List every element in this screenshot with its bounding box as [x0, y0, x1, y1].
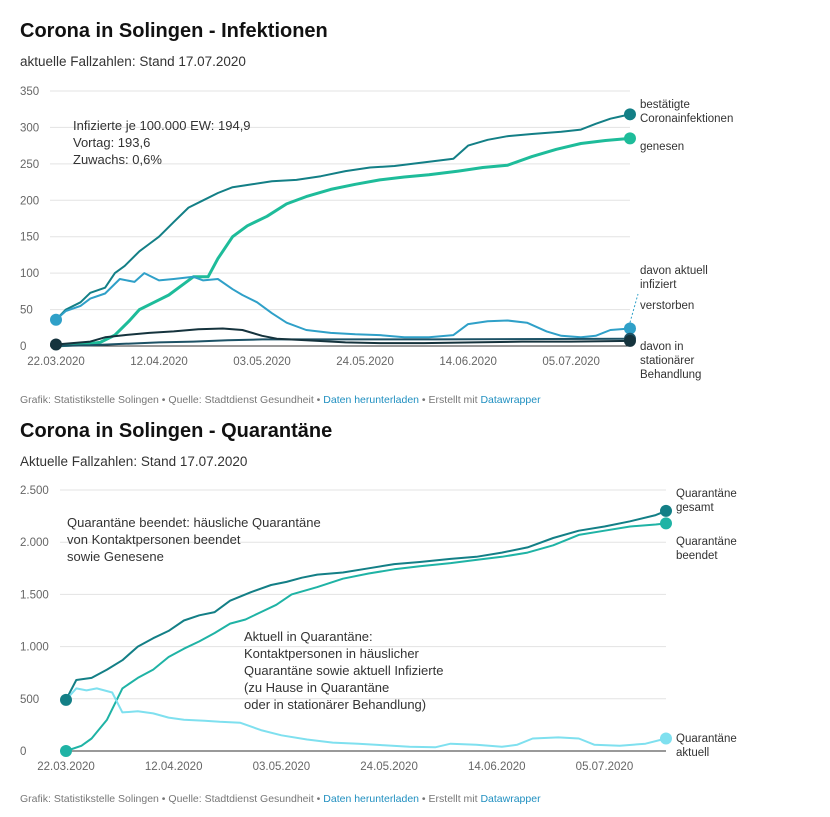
chart1-label-leader — [629, 293, 639, 323]
chart2-series-label-1: Quarantäne beendet — [676, 536, 737, 562]
chart2-ytick-label: 0 — [20, 746, 26, 758]
chart1-series-start-dot-2 — [50, 313, 62, 326]
chart2-footer: Grafik: Statistikstelle Solingen • Quell… — [20, 793, 541, 805]
chart1-series-line-2 — [55, 272, 631, 339]
chart1-series-label-1: genesen — [640, 141, 684, 153]
chart1-title: Corona in Solingen - Infektionen — [20, 20, 328, 42]
chart1-ytick-label: 250 — [20, 159, 39, 171]
chart1-ytick-label: 50 — [20, 305, 33, 317]
chart1-series-end-dot-0 — [624, 108, 636, 121]
chart2-ytick-label: 1.000 — [20, 642, 49, 654]
chart1-footer: Grafik: Statistikstelle Solingen • Quell… — [20, 394, 541, 406]
chart1-series-label-3: verstorben — [640, 300, 694, 312]
chart1-subtitle: aktuelle Fallzahlen: Stand 17.07.2020 — [20, 54, 246, 69]
chart2-xtick-label: 03.05.2020 — [253, 761, 311, 773]
chart1-download-link[interactable]: Daten herunterladen — [323, 394, 420, 406]
chart1-ytick-label: 300 — [20, 122, 39, 134]
chart2-series-label-2: Quarantäne aktuell — [676, 733, 737, 759]
chart1-annotation-0: Infizierte je 100.000 EW: 194,9 Vortag: 1… — [73, 118, 251, 167]
chart2-ytick-label: 500 — [20, 694, 39, 706]
chart2-xtick-label: 05.07.2020 — [576, 761, 634, 773]
chart2-footer-created: • Erstellt mit — [419, 793, 481, 805]
chart2-series-end-dot-2 — [660, 732, 672, 745]
chart2-series-start-dot-0 — [60, 693, 72, 706]
chart2-series-end-dot-1 — [660, 517, 672, 530]
chart1-xtick-label: 14.06.2020 — [439, 356, 497, 368]
chart2-xtick-label: 14.06.2020 — [468, 761, 526, 773]
chart2-xtick-label: 22.03.2020 — [37, 761, 95, 773]
chart1-plot: 0 50 100 150 200 250 300 350 22.03.2020 12.04.202… — [20, 86, 733, 381]
chart2-title: Corona in Solingen - Quarantäne — [20, 420, 333, 442]
chart1-series-label-2: davon aktuell infiziert — [640, 265, 708, 291]
chart2-annotation-1: Aktuell in Quarantäne: Kontaktpersonen in… — [244, 629, 443, 712]
chart1-xtick-label: 03.05.2020 — [233, 356, 291, 368]
chart2-annotation-0: Quarantäne beendet: häusliche Quarantäne… — [67, 515, 321, 564]
chart2-subtitle: Aktuelle Fallzahlen: Stand 17.07.2020 — [20, 454, 248, 469]
chart1-series-label-4: davon in stationärer Behandlung — [640, 341, 701, 381]
chart2-xtick-label: 24.05.2020 — [360, 761, 418, 773]
chart2-ytick-label: 2.000 — [20, 537, 49, 549]
chart2-series-line-2 — [65, 687, 667, 749]
chart2-series-start-dot-1 — [60, 745, 72, 757]
chart1-footer-source: Grafik: Statistikstelle Solingen • Quell… — [20, 394, 324, 406]
chart1-series-end-dot-2 — [624, 322, 636, 335]
chart1-ytick-label: 350 — [20, 86, 39, 98]
chart1-series-line-3 — [55, 337, 631, 347]
chart2-xtick-label: 12.04.2020 — [145, 761, 203, 773]
chart1-ytick-label: 200 — [20, 195, 39, 207]
chart1-ytick-label: 0 — [20, 341, 26, 353]
chart2-datawrapper-link[interactable]: Datawrapper — [480, 793, 541, 805]
chart1-xtick-label: 22.03.2020 — [27, 356, 85, 368]
chart1-series-end-dot-4 — [624, 334, 636, 347]
chart1-xtick-label: 12.04.2020 — [130, 356, 188, 368]
chart2-footer-source: Grafik: Statistikstelle Solingen • Quell… — [20, 793, 324, 805]
chart2-series-label-0: Quarantäne gesamt — [676, 488, 737, 514]
chart2-series-line-0 — [65, 509, 667, 701]
chart2-plot: 0 500 1.000 1.500 2.000 2.500 22.03.2020 12.04.… — [20, 485, 737, 773]
chart1-ytick-label: 150 — [20, 232, 39, 244]
chart1-series-line-1 — [54, 136, 632, 348]
chart1-series-line-0 — [55, 113, 631, 321]
chart2-series-line-1 — [65, 522, 667, 752]
chart1-ytick-label: 100 — [20, 268, 39, 280]
chart1-series-end-dot-1 — [624, 132, 636, 145]
chart2-ytick-label: 2.500 — [20, 485, 49, 497]
chart1-series-label-0: bestätigte Coronainfektionen — [640, 99, 733, 125]
chart1-series-line-4 — [55, 327, 631, 346]
chart1-series-start-dot-4 — [50, 338, 62, 351]
chart1-footer-created: • Erstellt mit — [419, 394, 481, 406]
chart2-series-end-dot-0 — [660, 504, 672, 517]
chart1-xtick-label: 05.07.2020 — [542, 356, 600, 368]
chart2-ytick-label: 1.500 — [20, 589, 49, 601]
chart1-datawrapper-link[interactable]: Datawrapper — [480, 394, 541, 406]
chart2-download-link[interactable]: Daten herunterladen — [323, 793, 420, 805]
chart1-xtick-label: 24.05.2020 — [336, 356, 394, 368]
